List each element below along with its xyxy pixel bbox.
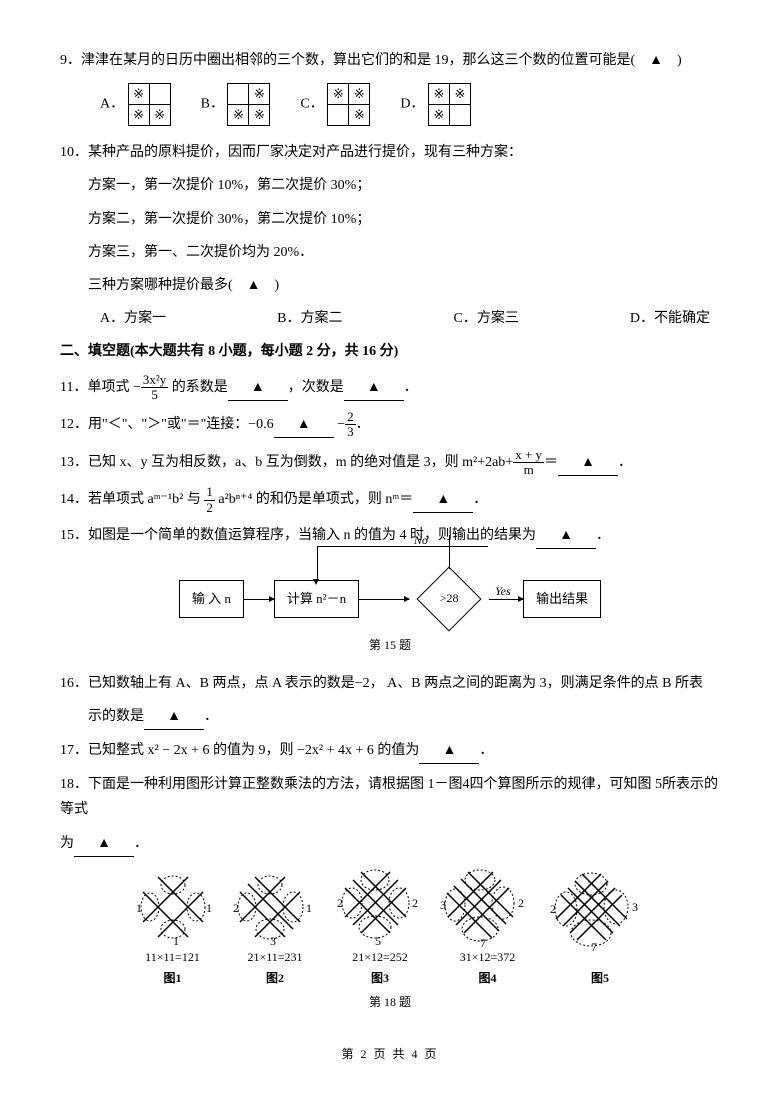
flow-calc: 计算 n²－n (274, 580, 359, 617)
fig5: 237 图5 (548, 871, 653, 990)
q18-blank: ▲ (74, 831, 134, 857)
fig3-svg: 2 2 5 (333, 867, 428, 947)
svg-text:7: 7 (480, 936, 486, 947)
q10: 10．某种产品的原料提价，因而厂家决定对产品进行提价，现有三种方案： (60, 140, 720, 165)
fig1: 111 11×11=121 图1 (128, 867, 218, 990)
q11-frac: 3x²y5 (141, 373, 168, 403)
fig2-svg: 2 1 3 (228, 867, 323, 947)
q12: 12．用"＜"、"＞"或"＝"连接：−0.6▲ −23． (60, 410, 720, 440)
q10-optB: B．方案二 (277, 306, 342, 331)
q13: 13．已知 x、y 互为相反数，a、b 互为倒数，m 的绝对值是 3，则 m²+… (60, 448, 720, 478)
q15: 15．如图是一个简单的数值运算程序，当输入 n 的值为 4 时，则输出的结果为▲… (60, 523, 720, 549)
q10-num: 10． (60, 145, 88, 160)
q10-opts: A．方案一 B．方案二 C．方案三 D．不能确定 (60, 306, 720, 331)
q10-p4: 三种方案哪种提价最多( ▲ ) (60, 273, 720, 298)
q11-blank1: ▲ (228, 375, 288, 401)
section2: 二、填空题(本大题共有 8 小题，每小题 2 分，共 16 分) (60, 339, 720, 364)
q16: 16．已知数轴上有 A、B 两点，点 A 表示的数是−2， A、B 两点之间的距… (60, 671, 720, 696)
q15-cap: 第 15 题 (60, 635, 720, 657)
q10-p3: 方案三，第一、二次提价均为 20%． (60, 240, 720, 265)
q11-blank2: ▲ (344, 375, 404, 401)
q9-text: 津津在某月的日历中圈出相邻的三个数，算出它们的和是 19，那么这三个数的位置可能… (81, 53, 682, 68)
q12-blank: ▲ (274, 412, 334, 438)
fig1-svg: 1 1 1 (128, 867, 218, 947)
svg-text:7: 7 (591, 940, 597, 951)
q10-text: 某种产品的原料提价，因而厂家决定对产品进行提价，现有三种方案： (88, 145, 522, 160)
q18-cap: 第 18 题 (60, 992, 720, 1014)
q15-blank: ▲ (536, 523, 596, 549)
flow-arrow2 (359, 599, 409, 600)
svg-text:2: 2 (337, 896, 343, 910)
fig4: 327 31×12=372 图4 (438, 867, 538, 990)
q17: 17．已知整式 x² − 2x + 6 的值为 9，则 −2x² + 4x + … (60, 738, 720, 764)
q12-frac: 23 (345, 410, 356, 440)
page-footer: 第 2 页 共 4 页 (60, 1044, 720, 1066)
svg-text:1: 1 (306, 901, 312, 915)
q14: 14．若单项式 aᵐ⁻¹b² 与 12 a²bⁿ⁺⁴ 的和仍是单项式，则 nᵐ＝… (60, 485, 720, 515)
q18b: 为▲． (60, 831, 720, 857)
q14-frac: 12 (204, 485, 215, 515)
q9-optA: A． ※※※ (100, 83, 171, 126)
flow-arrow3 (489, 599, 523, 600)
q16b: 示的数是▲． (60, 704, 720, 730)
q11: 11．单项式 −3x²y5 的系数是▲，次数是▲． (60, 373, 720, 403)
flow-out: 输出结果 (523, 580, 601, 617)
fig4-svg: 3 2 7 (438, 867, 538, 947)
svg-text:2: 2 (233, 901, 239, 915)
q14-blank: ▲ (413, 487, 473, 513)
flow-arrow1 (244, 599, 274, 600)
q9-gridC: ※※※ (327, 83, 370, 126)
q10-p2: 方案二，第一次提价 30%，第二次提价 10%； (60, 207, 720, 232)
svg-text:3: 3 (270, 934, 276, 947)
q9-gridD: ※※※ (428, 83, 471, 126)
flowchart-wrap: 输 入 n No 计算 n²－n >28 Yes 输出结果 第 15 题 (60, 569, 720, 657)
q9: 9．津津在某月的日历中圈出相邻的三个数，算出它们的和是 19，那么这三个数的位置… (60, 48, 720, 73)
q13-frac: x + ym (513, 448, 544, 478)
q16-blank: ▲ (144, 704, 204, 730)
q9-gridA: ※※※ (128, 83, 171, 126)
svg-text:3: 3 (632, 900, 638, 914)
flowchart: 输 入 n No 计算 n²－n >28 Yes 输出结果 (60, 569, 720, 629)
q9-optD: D． ※※※ (400, 83, 471, 126)
svg-text:1: 1 (136, 901, 142, 915)
q9-optC: C． ※※※ (300, 83, 370, 126)
svg-text:3: 3 (440, 898, 446, 912)
q13-blank: ▲ (558, 450, 618, 476)
flow-no: No (414, 530, 428, 552)
svg-text:1: 1 (206, 901, 212, 915)
fig3: 225 21×12=252 图3 (333, 867, 428, 990)
svg-text:5: 5 (375, 934, 381, 947)
svg-text:2: 2 (550, 902, 556, 916)
q9-num: 9． (60, 53, 81, 68)
svg-text:2: 2 (518, 896, 524, 910)
q10-optD: D．不能确定 (630, 306, 710, 331)
svg-text:2: 2 (412, 896, 418, 910)
flow-cond-wrap: >28 (409, 569, 489, 629)
q10-optA: A．方案一 (100, 306, 166, 331)
q9-optB: B． ※※※ (201, 83, 271, 126)
q18: 18．下面是一种利用图形计算正整数乘法的方法，请根据图 1－图4四个算图所示的规… (60, 772, 720, 822)
flow-in: 输 入 n (179, 580, 244, 617)
q18-figs: 111 11×11=121 图1 213 21×11=231 图2 (60, 867, 720, 990)
q9-gridB: ※※※ (227, 83, 270, 126)
fig5-svg: 2 3 7 (548, 871, 653, 951)
q9-opts: A． ※※※ B． ※※※ C． ※※※ D． ※※※ (100, 83, 720, 126)
fig2: 213 21×11=231 图2 (228, 867, 323, 990)
svg-text:1: 1 (173, 934, 179, 947)
q10-p1: 方案一，第一次提价 10%，第二次提价 30%； (60, 173, 720, 198)
q17-blank: ▲ (419, 738, 479, 764)
flow-cond: >28 (440, 588, 459, 610)
q10-optC: C．方案三 (454, 306, 519, 331)
